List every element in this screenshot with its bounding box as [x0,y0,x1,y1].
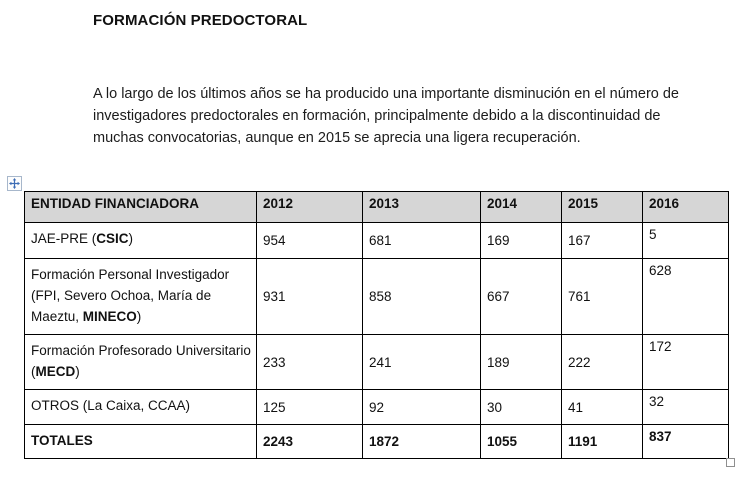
paragraph-line: muchas convocatorias, aunque en 2015 se … [93,130,581,146]
value-cell: 125 [256,389,363,425]
paragraph-line: investigadores predoctorales en formació… [93,108,661,124]
value-cell: 32 [642,389,729,425]
table-row: Formación Personal Investigador (FPI, Se… [24,258,729,335]
value-cell: 92 [362,389,481,425]
value-cell: 667 [480,258,562,335]
entity-cell: Formación Personal Investigador (FPI, Se… [24,258,257,335]
table-row-totals: TOTALES 2243 1872 1055 1191 837 [24,424,729,459]
entity-cell: JAE-PRE (CSIC) [24,222,257,259]
value-cell: 30 [480,389,562,425]
four-way-arrow-icon [9,178,20,189]
value-cell: 931 [256,258,363,335]
value-cell: 167 [561,222,643,259]
column-header-2014: 2014 [480,191,562,223]
value-cell: 628 [642,258,729,335]
entity-cell: TOTALES [24,424,257,459]
page-title: FORMACIÓN PREDOCTORAL [93,12,308,29]
value-cell: 222 [561,334,643,390]
value-cell: 858 [362,258,481,335]
value-cell: 5 [642,222,729,259]
table-resize-handle[interactable] [726,458,735,467]
value-cell: 761 [561,258,643,335]
value-cell: 172 [642,334,729,390]
value-cell: 954 [256,222,363,259]
value-cell: 241 [362,334,481,390]
table-move-handle[interactable] [7,176,22,191]
value-cell: 1191 [561,424,643,459]
column-header-2013: 2013 [362,191,481,223]
value-cell: 1872 [362,424,481,459]
column-header-2012: 2012 [256,191,363,223]
value-cell: 837 [642,424,729,459]
column-header-2016: 2016 [642,191,729,223]
value-cell: 189 [480,334,562,390]
table-row: Formación Profesorado Universitario (MEC… [24,334,729,390]
value-cell: 41 [561,389,643,425]
table-row: JAE-PRE (CSIC) 954 681 169 167 5 [24,222,729,259]
value-cell: 1055 [480,424,562,459]
funding-table: ENTIDAD FINANCIADORA 2012 2013 2014 2015… [24,191,729,459]
intro-paragraph: A lo largo de los últimos años se ha pro… [93,83,679,149]
entity-cell: OTROS (La Caixa, CCAA) [24,389,257,425]
value-cell: 2243 [256,424,363,459]
value-cell: 681 [362,222,481,259]
entity-cell: Formación Profesorado Universitario (MEC… [24,334,257,390]
column-header-2015: 2015 [561,191,643,223]
table-row: OTROS (La Caixa, CCAA) 125 92 30 41 32 [24,389,729,425]
paragraph-line: A lo largo de los últimos años se ha pro… [93,86,679,102]
value-cell: 169 [480,222,562,259]
column-header-entidad: ENTIDAD FINANCIADORA [24,191,257,223]
table-header-row: ENTIDAD FINANCIADORA 2012 2013 2014 2015… [24,191,729,223]
value-cell: 233 [256,334,363,390]
